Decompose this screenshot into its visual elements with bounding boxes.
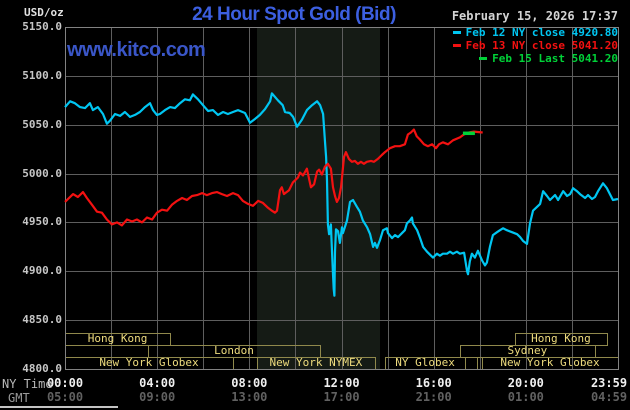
session-label: New York Globex xyxy=(99,357,199,369)
legend-label: Feb 15 Last 5041.20 xyxy=(492,52,618,65)
x-tick-ny: 20:00 xyxy=(507,376,544,390)
x-tick-gmt: 21:00 xyxy=(415,390,452,404)
legend-dash-icon xyxy=(479,57,488,60)
x-tick-gmt: 09:00 xyxy=(139,390,176,404)
x-tick-ny: 12:00 xyxy=(323,376,360,390)
y-tick-label: 5000.0 xyxy=(22,166,62,180)
session-label: Hong Kong xyxy=(531,333,591,345)
legend-dash-icon xyxy=(452,44,461,47)
session-label: New York NYMEX xyxy=(269,357,363,369)
legend-dash-icon xyxy=(452,31,461,34)
x-tick-ny: 04:00 xyxy=(139,376,176,390)
y-tick-label: 4800.0 xyxy=(22,362,62,375)
y-tick-label: 5050.0 xyxy=(22,117,62,131)
session-label: NY Globex xyxy=(395,357,455,369)
y-tick-label: 5150.0 xyxy=(22,20,62,33)
x-tick-gmt: 13:00 xyxy=(231,390,268,404)
x-axis-caption-gmt: GMT xyxy=(8,391,30,405)
x-tick-ny: 16:00 xyxy=(415,376,452,390)
legend-row: Feb 12 NY close 4920.80 xyxy=(452,26,618,39)
session-label: Sydney xyxy=(507,345,548,357)
legend-row: Feb 15 Last 5041.20 xyxy=(453,52,618,65)
price-line-feb13 xyxy=(64,128,483,227)
chart-datetime: February 15, 2026 17:37 xyxy=(451,9,618,23)
nymex-hours-shading xyxy=(256,27,380,369)
x-tick-gmt: 05:00 xyxy=(46,390,84,404)
chart-title: 24 Hour Spot Gold (Bid) xyxy=(192,4,396,25)
session-box xyxy=(233,357,258,370)
legend-label: Feb 12 NY close 4920.80 xyxy=(465,26,618,39)
y-tick-label: 4900.0 xyxy=(22,264,62,278)
legend: Feb 12 NY close 4920.80 Feb 13 NY close 5… xyxy=(452,26,618,65)
x-tick-ny: 23:59 xyxy=(590,376,628,390)
kitco-watermark-link[interactable]: www.kitco.com xyxy=(67,39,206,61)
legend-label: Feb 13 NY close 5041.20 xyxy=(465,39,618,52)
x-tick-gmt: 04:59 xyxy=(590,390,628,404)
x-tick-gmt: 01:00 xyxy=(507,390,544,404)
x-tick-ny: 08:00 xyxy=(231,376,268,390)
y-tick-label: 4950.0 xyxy=(22,215,62,229)
y-tick-label: 4850.0 xyxy=(22,313,62,327)
x-tick-gmt: 17:00 xyxy=(323,390,360,404)
session-box xyxy=(465,357,478,370)
x-tick-ny: 00:00 xyxy=(46,376,84,390)
session-label: Hong Kong xyxy=(87,333,148,345)
session-label: London xyxy=(214,345,254,357)
price-line-feb12 xyxy=(64,92,619,297)
session-label: New York Globex xyxy=(500,357,600,369)
y-axis-unit-label: USD/oz xyxy=(24,6,64,19)
legend-row: Feb 13 NY close 5041.20 xyxy=(452,39,618,52)
x-axis-caption-ny-time: NY Time xyxy=(2,377,53,391)
plot-border xyxy=(65,27,619,370)
y-tick-label: 5100.0 xyxy=(22,68,62,82)
bottom-left-rule xyxy=(0,406,118,408)
